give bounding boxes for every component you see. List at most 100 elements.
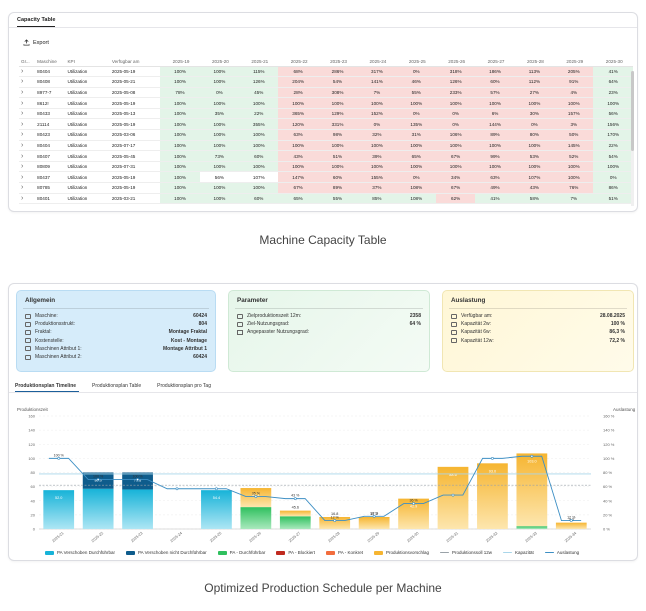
utilization-cell: 0% [396,108,436,120]
expand-icon[interactable]: › [19,97,36,109]
kpi-cell: Utilization [65,108,110,120]
utilization-cell: 0% [396,171,436,184]
expand-icon[interactable]: › [19,140,36,152]
column-header[interactable]: Verfügbar am [109,57,161,67]
utilization-cell: 100% [160,182,200,194]
bar-segment [437,466,469,529]
table-row[interactable]: › 80423 Utilization 2025-03-06 100% 100% 100% 6… [19,129,633,141]
column-header[interactable]: KPI [65,57,110,67]
utilization-cell: 68% [278,66,318,78]
legend-item[interactable]: Auslastung [544,550,580,555]
table-row[interactable]: › 21114 Utilization 2025-05-19 100% 100% 355% 1… [19,118,633,131]
auslastung-label: 100 % [93,475,104,479]
legend-label: Auslastung [556,550,580,555]
info-row: Maschine: 60424 [17,312,215,320]
expand-icon[interactable]: › [19,129,36,141]
expand-icon[interactable]: › [19,171,36,184]
utilization-cell: 0% [357,118,397,131]
legend-marker [440,551,450,554]
column-header[interactable]: 2025-25 [396,57,436,67]
table-row[interactable]: › 80401 Utilization 2025-03-21 100% 100% 60% 65… [19,193,633,205]
machine-cell: 80437 [35,171,66,184]
utilization-cell: 115% [239,66,279,78]
utilization-cell: 100% [160,118,200,131]
utilization-cell: 100% [317,140,358,152]
utilization-cell: 100% [396,97,436,109]
table-row[interactable]: › 8612! Utilization 2025-05-19 100% 100% 100% 1… [19,97,633,109]
legend-item[interactable]: Kapazität [503,550,534,555]
table-row[interactable]: › 80404 Utilization 2025-07-17 100% 100% 100% 1… [19,140,633,152]
expand-icon[interactable]: › [19,161,36,173]
table-row[interactable]: › 80785 Utilization 2025-05-19 100% 100% 100% 6… [19,182,633,194]
column-header[interactable]: 2025-29 [554,57,594,67]
utilization-cell: 100% [514,97,555,109]
expand-icon[interactable]: › [19,66,36,78]
date-cell: 2025-07-31 [109,161,161,173]
utilization-cell: 6% [475,108,515,120]
table-row[interactable]: › 80809 Utilization 2025-07-31 100% 100% 100% 1… [19,161,633,173]
tab-capacity-table[interactable]: Capacity Table [17,17,55,28]
utilization-cell: 7% [554,193,594,205]
tab-produktionsplan-pro-tag[interactable]: Produktionsplan pro Tag [157,383,211,389]
legend-item[interactable]: PA Verschoben nicht Durchführbar [125,550,207,555]
expand-icon[interactable]: › [19,182,36,194]
machine-cell: 8977-7 [35,87,66,99]
column-header[interactable]: 2025-20 [199,57,240,67]
legend-item[interactable]: Produktionssoll 12w [440,550,492,555]
y2-tick-label: 60 % [603,484,613,489]
allgemein-panel: Allgemein Maschine: 60424 Produktionsstruk… [16,290,216,372]
expand-icon[interactable]: › [19,150,36,162]
column-header[interactable]: Gr... [19,57,36,67]
legend-item[interactable]: Produktionsvorschlag [373,550,429,555]
y-tick-label: 160 [28,414,35,419]
table-row[interactable]: › 80437 Utilization 2025-05-19 100% 56% 107% 14… [19,171,633,184]
column-header[interactable]: 2025-19 [160,57,200,67]
x-tick-label: 2025-31 [446,531,459,543]
legend-item[interactable]: PA Verschoben Durchführbar [45,550,115,555]
tab-produktionsplan-timeline[interactable]: Produktionsplan Timeline [15,383,77,389]
utilization-cell: 98% [317,129,358,141]
expand-icon[interactable]: › [19,118,36,131]
legend-item[interactable]: PA - Durchführbar [217,550,265,555]
table-row[interactable]: › 8977-7 Utilization 2025-05-08 78% 0% 45% 28% 3… [19,87,633,99]
auslastung-label: 35 % [252,492,261,496]
export-button[interactable]: Export [23,39,49,46]
legend-item[interactable]: PA - Konkret [326,550,363,555]
utilization-cell: 144% [475,118,515,131]
column-header[interactable]: 2025-21 [239,57,279,67]
utilization-cell: 100% [160,129,200,141]
column-header[interactable]: Maschine [35,57,66,67]
expand-icon[interactable]: › [19,76,36,88]
utilization-cell: 108% [396,193,436,205]
table-row[interactable]: › 80407 Utilization 2025-05-45 100% 73% 60% 43%… [19,150,633,162]
auslastung-point [96,478,100,481]
table-row[interactable]: › 80408 Utilization 2025-05-21 100% 100% 126% 2… [19,76,633,88]
expand-icon[interactable]: › [19,87,36,99]
info-label: Maschine: [35,313,58,320]
utilization-cell: 100% [435,140,476,152]
table-scrollbar[interactable] [631,71,634,206]
expand-icon[interactable]: › [19,108,36,120]
column-header[interactable]: 2025-26 [435,57,476,67]
utilization-cell: 100% [317,97,358,109]
x-tick-label: 2025-21 [51,531,64,543]
column-header[interactable]: 2025-24 [357,57,397,67]
column-header[interactable]: 2025-27 [475,57,515,67]
column-header[interactable]: 2025-22 [278,57,318,67]
table-row[interactable]: › 80433 Utilization 2025-05-13 100% 35% 22% 365… [19,108,633,120]
column-header[interactable]: 2025-30 [593,57,633,67]
tab-produktionsplan-table[interactable]: Produktionsplan Table [92,383,142,389]
column-header[interactable]: 2025-23 [317,57,358,67]
table-row[interactable]: › 80404 Utilization 2025-05-19 100% 100% 115% 6… [19,66,633,78]
legend-item[interactable]: PA - Blockiert [276,550,315,555]
utilization-cell: 100% [514,140,555,152]
utilization-cell: 49% [475,182,515,194]
utilization-cell: 365% [278,108,318,120]
expand-icon[interactable]: › [19,193,36,205]
auslastung-point [451,493,455,497]
utilization-cell: 100% [199,182,240,194]
info-row: Zielproduktionszeit 12m: 2358 [229,312,429,320]
legend-label: PA Verschoben Durchführbar [57,550,115,555]
utilization-cell: 145% [554,140,594,152]
column-header[interactable]: 2025-28 [514,57,555,67]
